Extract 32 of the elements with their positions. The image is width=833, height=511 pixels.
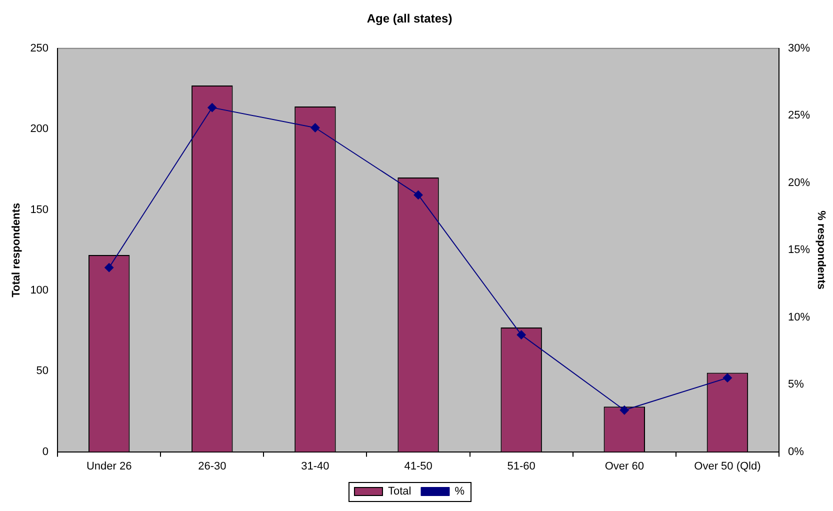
y-tick-label: 50 <box>36 365 49 378</box>
chart-title: Age (all states) <box>366 12 452 26</box>
x-tick-label: Under 26 <box>86 460 132 472</box>
y-tick-label: 250 <box>30 42 49 54</box>
x-tick-label: 51-60 <box>507 460 536 472</box>
y2-tick-label: 0% <box>788 446 804 458</box>
y2-tick-label: 15% <box>788 244 810 256</box>
x-tick-label: Over 50 (Qld) <box>694 460 761 472</box>
point <box>516 330 526 340</box>
point <box>620 406 629 415</box>
y-tick-label: 0 <box>42 446 49 458</box>
point <box>104 263 114 272</box>
y2-tick-label: 10% <box>788 311 810 324</box>
point <box>310 123 320 132</box>
y-axis-title: Total respondents <box>10 202 23 298</box>
y2-tick-label: 5% <box>788 378 804 391</box>
legend-label: Total <box>388 486 412 498</box>
point <box>414 190 423 200</box>
y2-axis-title: % respondents <box>814 210 827 290</box>
y-tick-label: 150 <box>30 204 49 216</box>
x-tick-label: 41-50 <box>404 460 432 472</box>
x-tick-label: Over 60 <box>604 460 644 472</box>
point <box>722 373 732 382</box>
y-tick-label: 200 <box>30 123 49 136</box>
point <box>208 103 217 112</box>
y2-tick-label: 20% <box>788 176 810 189</box>
y2-tick-label: 25% <box>788 110 810 122</box>
x-tick-label: 31-40 <box>301 460 330 472</box>
y2-tick-label: 30% <box>788 42 810 54</box>
x-tick-label: 26-30 <box>198 460 226 472</box>
y-tick-label: 100 <box>30 284 49 296</box>
legend-label: % <box>454 486 465 498</box>
